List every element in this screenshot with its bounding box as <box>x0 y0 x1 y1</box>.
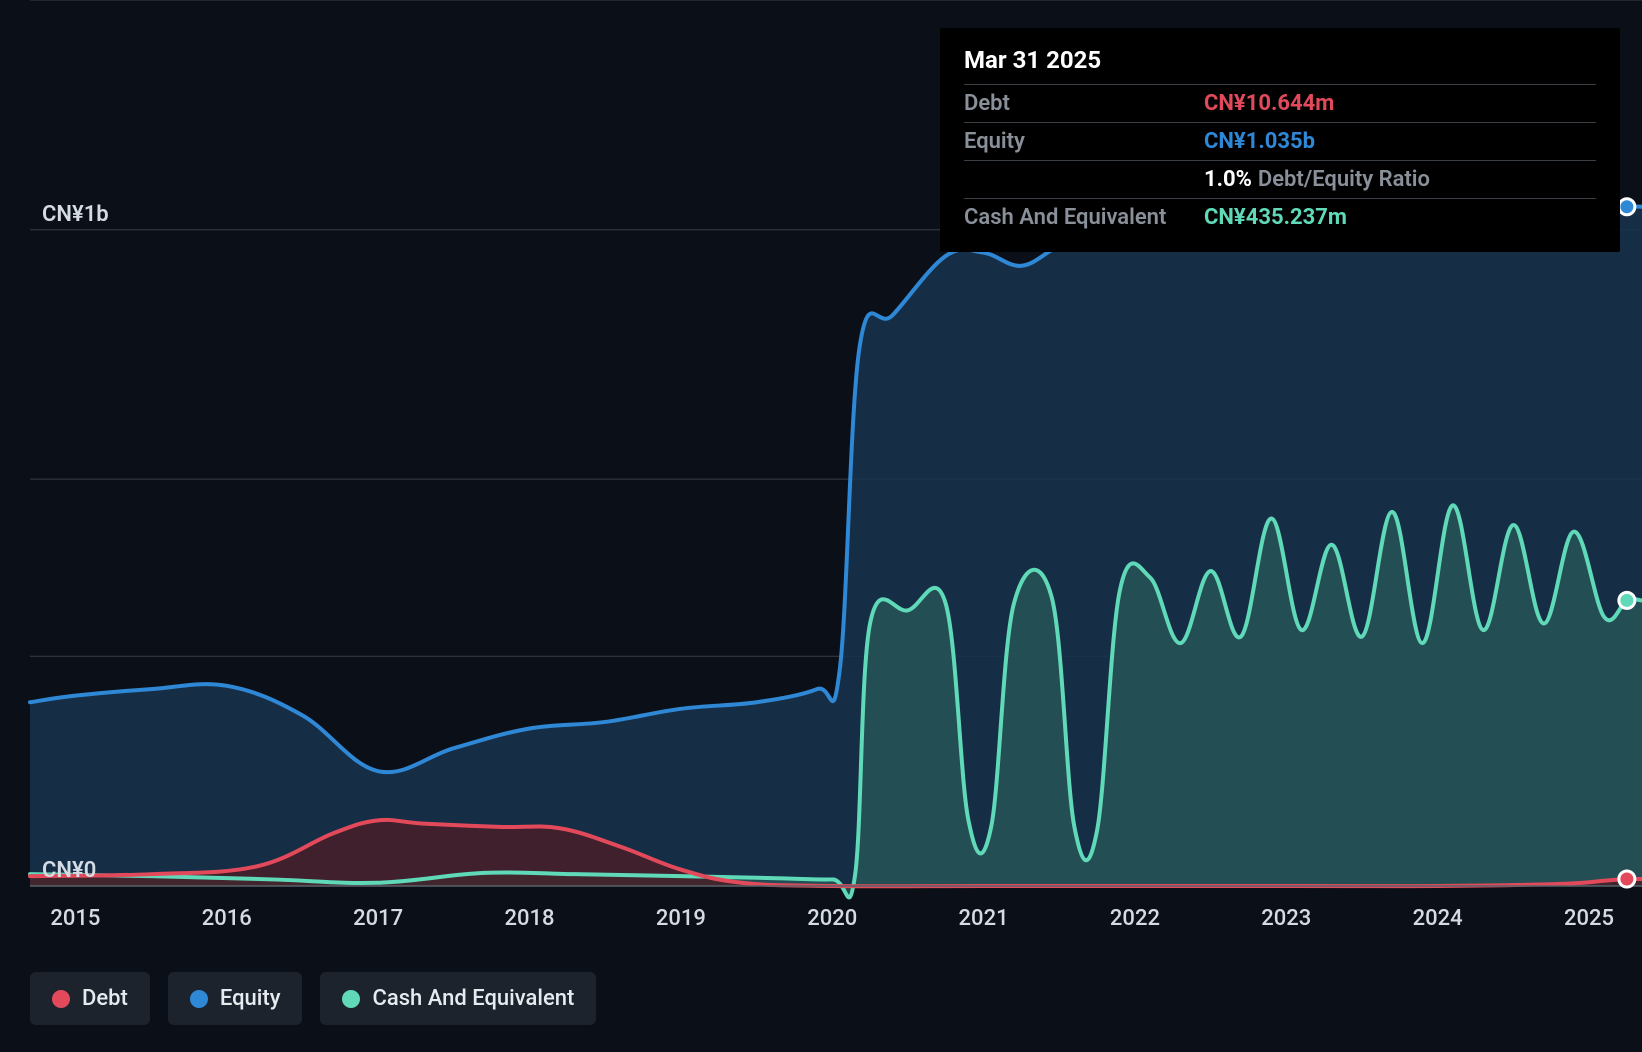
x-axis-label: 2025 <box>1564 906 1614 931</box>
x-axis-label: 2015 <box>50 906 100 931</box>
legend-item[interactable]: Cash And Equivalent <box>320 972 596 1025</box>
legend-item[interactable]: Debt <box>30 972 150 1025</box>
x-axis-label: 2020 <box>807 906 857 931</box>
tooltip-ratio-label: Debt/Equity Ratio <box>1258 167 1430 192</box>
tooltip-row: DebtCN¥10.644m <box>964 84 1596 122</box>
x-axis-label: 2017 <box>353 906 403 931</box>
chart-legend: Debt Equity Cash And Equivalent <box>30 972 596 1025</box>
x-axis-label: 2022 <box>1110 906 1160 931</box>
legend-swatch <box>342 990 360 1008</box>
x-axis-label: 2023 <box>1261 906 1311 931</box>
y-axis-label: CN¥1b <box>42 202 109 227</box>
tooltip-row-label: Equity <box>964 129 1204 154</box>
tooltip-date: Mar 31 2025 <box>964 46 1596 84</box>
legend-item[interactable]: Equity <box>168 972 303 1025</box>
tooltip-row: 1.0%Debt/Equity Ratio <box>964 160 1596 198</box>
x-axis-label: 2024 <box>1413 906 1463 931</box>
tooltip-row: EquityCN¥1.035b <box>964 122 1596 160</box>
tooltip-row-value: CN¥435.237m <box>1204 205 1347 230</box>
tooltip-row-value: CN¥10.644m <box>1204 91 1334 116</box>
marker-cash <box>1619 592 1635 608</box>
tooltip-row-value: CN¥1.035b <box>1204 129 1315 154</box>
x-axis-label: 2016 <box>202 906 252 931</box>
legend-label: Equity <box>220 986 281 1011</box>
chart-tooltip: Mar 31 2025 DebtCN¥10.644mEquityCN¥1.035… <box>940 28 1620 252</box>
tooltip-row: Cash And EquivalentCN¥435.237m <box>964 198 1596 236</box>
tooltip-ratio-value: 1.0% <box>1204 167 1252 192</box>
legend-swatch <box>190 990 208 1008</box>
legend-label: Cash And Equivalent <box>372 986 574 1011</box>
x-axis-label: 2021 <box>959 906 1009 931</box>
debt-equity-chart: CN¥0 CN¥1b 2015 2016 2017 2018 2019 2020 2021 20… <box>0 0 1642 1052</box>
tooltip-row-label: Cash And Equivalent <box>964 205 1204 230</box>
marker-equity <box>1619 199 1635 215</box>
y-axis-label: CN¥0 <box>42 858 96 883</box>
marker-debt <box>1619 871 1635 887</box>
legend-label: Debt <box>82 986 128 1011</box>
tooltip-row-label: Debt <box>964 91 1204 116</box>
legend-swatch <box>52 990 70 1008</box>
x-axis-label: 2019 <box>656 906 706 931</box>
x-axis-label: 2018 <box>504 906 554 931</box>
